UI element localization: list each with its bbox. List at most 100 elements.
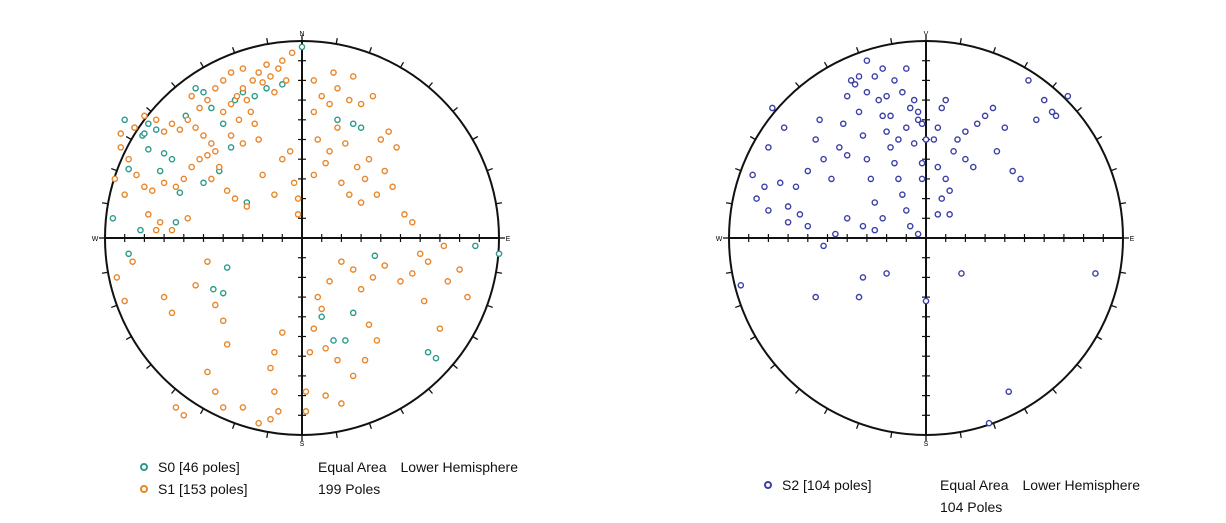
s2-pole-point xyxy=(855,108,863,116)
s1-pole-point xyxy=(365,155,373,163)
s2-pole-point xyxy=(859,274,867,281)
left-axis-ticks xyxy=(99,35,505,441)
s2-pole-point xyxy=(903,124,910,131)
s0-pole-point xyxy=(227,144,235,151)
s1-pole-point xyxy=(145,211,152,218)
s1-pole-point xyxy=(318,305,326,313)
s2-pole-point xyxy=(796,211,804,218)
left-legend: S0 [46 poles] S1 [153 poles] xyxy=(140,456,248,500)
s2-pole-point xyxy=(780,124,788,131)
s2-pole-point xyxy=(843,151,851,159)
s1-pole-point xyxy=(342,140,349,147)
legend-item-s0: S0 [46 poles] xyxy=(140,456,248,478)
s2-pole-point xyxy=(765,144,772,151)
s2-pole-point xyxy=(962,155,969,163)
s2-pole-point xyxy=(843,214,851,222)
perimeter-tick xyxy=(146,364,152,369)
s1-pole-point xyxy=(381,167,389,175)
s1-pole-point xyxy=(255,69,262,76)
perimeter-tick xyxy=(368,422,373,429)
s1-pole-point xyxy=(255,136,262,143)
perimeter-tick xyxy=(125,335,132,341)
s2-pole-point xyxy=(895,175,902,183)
perimeter-tick xyxy=(1119,202,1127,205)
s1-pole-point xyxy=(381,262,389,269)
legend-label-s1: S1 [153 poles] xyxy=(158,481,248,497)
s2-pole-point xyxy=(958,270,965,277)
s2-pole-point xyxy=(887,112,894,120)
s2-pole-point xyxy=(934,163,942,171)
s1-pole-point xyxy=(204,258,211,265)
s1-pole-point xyxy=(239,65,247,72)
s1-pole-point xyxy=(180,175,188,183)
s2-pole-point xyxy=(1048,108,1056,116)
s2-pole-point xyxy=(938,104,946,112)
s2-pole-point xyxy=(922,297,930,305)
left-pole-count: 199 Poles xyxy=(318,481,381,497)
s2-pole-point xyxy=(828,175,835,183)
s1-pole-point xyxy=(233,92,241,100)
s1-pole-point xyxy=(259,79,266,86)
s1-pole-point xyxy=(223,341,231,348)
s2-pole-point xyxy=(855,293,863,301)
perimeter-tick xyxy=(428,82,433,88)
s2-pole-point xyxy=(875,96,883,104)
perimeter-tick xyxy=(725,202,733,205)
s1-pole-point xyxy=(192,124,199,131)
s1-pole-point xyxy=(294,211,302,218)
s1-pole-point xyxy=(152,226,160,234)
s1-pole-point xyxy=(204,368,211,376)
legend-label-s2: S2 [104 poles] xyxy=(782,477,872,493)
perimeter-tick xyxy=(171,388,176,394)
s2-pole-point xyxy=(836,144,843,151)
s2-pole-point xyxy=(1052,112,1060,120)
s1-pole-point xyxy=(125,155,132,163)
s1-pole-point xyxy=(322,345,329,352)
s1-pole-point xyxy=(322,392,329,399)
right-projection-label: Equal Area xyxy=(940,477,1009,493)
perimeter-tick xyxy=(486,304,493,309)
right-pole-count: 104 Poles xyxy=(940,499,1003,515)
perimeter-tick xyxy=(472,135,479,141)
s1-pole-point xyxy=(278,329,286,336)
s2-pole-point xyxy=(820,242,827,250)
s1-pole-point xyxy=(271,348,278,356)
s1-pole-point xyxy=(334,84,341,92)
perimeter-tick xyxy=(749,135,756,141)
s1-pole-point xyxy=(302,408,310,415)
s0-pole-point xyxy=(168,155,176,163)
s0-pole-point xyxy=(210,285,217,293)
s2-pole-point xyxy=(863,88,871,96)
s1-pole-point xyxy=(349,266,357,273)
s1-pole-point xyxy=(409,218,416,226)
perimeter-tick xyxy=(368,47,373,54)
left-west-label: W xyxy=(92,236,99,243)
s2-pole-point xyxy=(914,116,922,124)
s2-pole-point xyxy=(962,128,969,135)
s1-pole-point xyxy=(212,301,219,309)
right-projection-info: Equal Area Lower Hemisphere 104 Poles xyxy=(940,474,1140,518)
s1-pole-point xyxy=(131,124,138,131)
s1-pole-point xyxy=(326,100,333,108)
perimeter-tick xyxy=(101,202,109,205)
s1-pole-point xyxy=(111,175,119,183)
s1-pole-point xyxy=(353,163,361,171)
s2-pole-point xyxy=(859,222,867,230)
s2-pole-point xyxy=(899,88,906,96)
s0-pole-point xyxy=(192,84,199,92)
s2-pole-point xyxy=(903,65,910,72)
s1-pole-point xyxy=(184,116,192,124)
s2-pole-point xyxy=(1033,116,1040,124)
s1-pole-point xyxy=(271,388,278,395)
s2-pole-point xyxy=(1025,77,1032,84)
perimeter-tick xyxy=(495,271,503,274)
s2-pole-point xyxy=(950,148,957,155)
s2-pole-point xyxy=(776,179,784,187)
s0-pole-point xyxy=(330,337,337,344)
perimeter-tick xyxy=(1076,364,1082,369)
perimeter-tick xyxy=(199,61,205,68)
s2-pole-point xyxy=(820,155,827,163)
s0-pole-point xyxy=(156,167,164,175)
s2-marker-icon xyxy=(764,481,772,489)
